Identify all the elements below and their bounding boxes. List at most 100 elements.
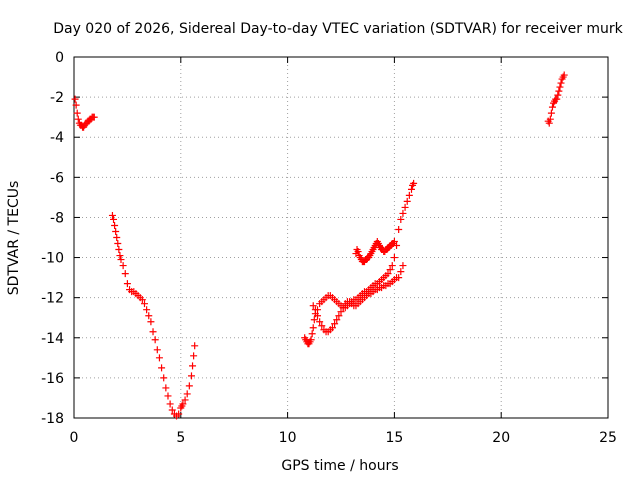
data-point bbox=[314, 312, 322, 320]
data-point bbox=[117, 256, 125, 264]
data-point bbox=[162, 384, 170, 392]
data-point bbox=[318, 322, 326, 330]
plot-area-border bbox=[73, 56, 609, 419]
data-point bbox=[72, 101, 80, 109]
data-point bbox=[309, 302, 317, 310]
data-point bbox=[113, 234, 121, 241]
data-point bbox=[138, 296, 146, 304]
y-tick-label: -16 bbox=[41, 371, 64, 387]
data-point bbox=[143, 306, 151, 314]
x-tick-label: 5 bbox=[176, 430, 185, 446]
data-point bbox=[399, 209, 407, 217]
data-point bbox=[175, 410, 183, 418]
data-point bbox=[160, 374, 168, 382]
data-point bbox=[335, 312, 343, 320]
data-point bbox=[189, 362, 197, 370]
data-point bbox=[158, 364, 166, 372]
data-point bbox=[155, 354, 163, 362]
data-point bbox=[553, 95, 561, 103]
data-point bbox=[123, 280, 131, 288]
x-tick-label: 25 bbox=[599, 430, 617, 446]
x-axis-label: GPS time / hours bbox=[281, 458, 398, 474]
data-point bbox=[111, 221, 119, 229]
data-point bbox=[331, 320, 339, 328]
y-axis-label: SDTVAR / TECUs bbox=[6, 181, 22, 296]
y-tick-label: 0 bbox=[55, 50, 64, 66]
data-series bbox=[71, 71, 568, 420]
data-point bbox=[403, 197, 411, 205]
x-tick-label: 10 bbox=[279, 430, 297, 446]
data-point bbox=[112, 227, 120, 235]
data-point bbox=[116, 252, 124, 260]
data-point bbox=[151, 336, 159, 344]
data-point bbox=[183, 390, 191, 398]
grid-lines bbox=[74, 57, 608, 418]
data-point bbox=[71, 95, 79, 103]
data-point bbox=[397, 215, 405, 223]
data-point bbox=[191, 342, 199, 350]
data-point bbox=[407, 185, 415, 193]
data-point bbox=[397, 268, 405, 276]
data-point bbox=[119, 262, 127, 270]
data-point bbox=[547, 109, 555, 117]
data-point bbox=[114, 240, 122, 248]
data-point bbox=[74, 115, 82, 123]
data-point bbox=[395, 225, 403, 233]
data-point bbox=[153, 346, 161, 354]
data-point bbox=[388, 262, 396, 270]
data-point bbox=[181, 396, 189, 404]
data-point bbox=[185, 382, 193, 390]
data-point bbox=[546, 115, 554, 123]
data-point bbox=[190, 352, 198, 360]
data-point bbox=[337, 308, 345, 316]
data-point bbox=[310, 316, 318, 324]
data-point bbox=[557, 79, 565, 87]
data-point bbox=[354, 248, 362, 256]
axis-ticks: 0 5 10 15 20 25 0 -2 -4 -6 -8 -10 -12 -14 -16 -18 bbox=[41, 50, 617, 446]
data-point bbox=[108, 211, 116, 219]
data-point bbox=[560, 71, 568, 79]
data-point bbox=[384, 270, 392, 278]
y-tick-label: -18 bbox=[41, 411, 64, 427]
data-point bbox=[309, 324, 317, 332]
chart-title: Day 020 of 2026, Sidereal Day-to-day VTE… bbox=[53, 21, 623, 37]
data-point bbox=[545, 119, 553, 127]
data-point bbox=[164, 392, 172, 400]
data-point bbox=[168, 406, 176, 414]
x-tick-label: 0 bbox=[70, 430, 79, 446]
data-point bbox=[390, 238, 398, 246]
data-point bbox=[307, 336, 315, 344]
data-point bbox=[328, 324, 336, 332]
data-point bbox=[405, 191, 413, 199]
data-point bbox=[166, 400, 174, 408]
data-point bbox=[555, 87, 563, 95]
data-point bbox=[147, 318, 155, 326]
data-point bbox=[145, 312, 153, 320]
data-point bbox=[308, 330, 316, 338]
data-point bbox=[556, 83, 564, 91]
data-point bbox=[121, 270, 129, 278]
data-point bbox=[554, 91, 562, 99]
y-tick-label: -10 bbox=[41, 251, 64, 267]
data-point bbox=[390, 254, 398, 262]
data-point bbox=[115, 246, 123, 254]
data-point bbox=[399, 262, 407, 270]
data-point bbox=[333, 316, 341, 324]
data-point bbox=[187, 372, 195, 380]
data-point bbox=[401, 203, 409, 211]
data-point bbox=[410, 179, 418, 187]
data-point bbox=[395, 274, 403, 282]
data-point bbox=[140, 300, 148, 308]
y-tick-label: -14 bbox=[41, 331, 64, 347]
y-tick-label: -6 bbox=[50, 170, 64, 186]
data-point bbox=[386, 266, 394, 274]
data-point bbox=[311, 306, 319, 314]
data-point bbox=[316, 318, 324, 326]
data-point bbox=[73, 109, 81, 117]
y-tick-label: -12 bbox=[41, 291, 64, 307]
x-tick-label: 20 bbox=[492, 430, 510, 446]
data-point bbox=[339, 304, 347, 312]
x-tick-label: 15 bbox=[385, 430, 403, 446]
